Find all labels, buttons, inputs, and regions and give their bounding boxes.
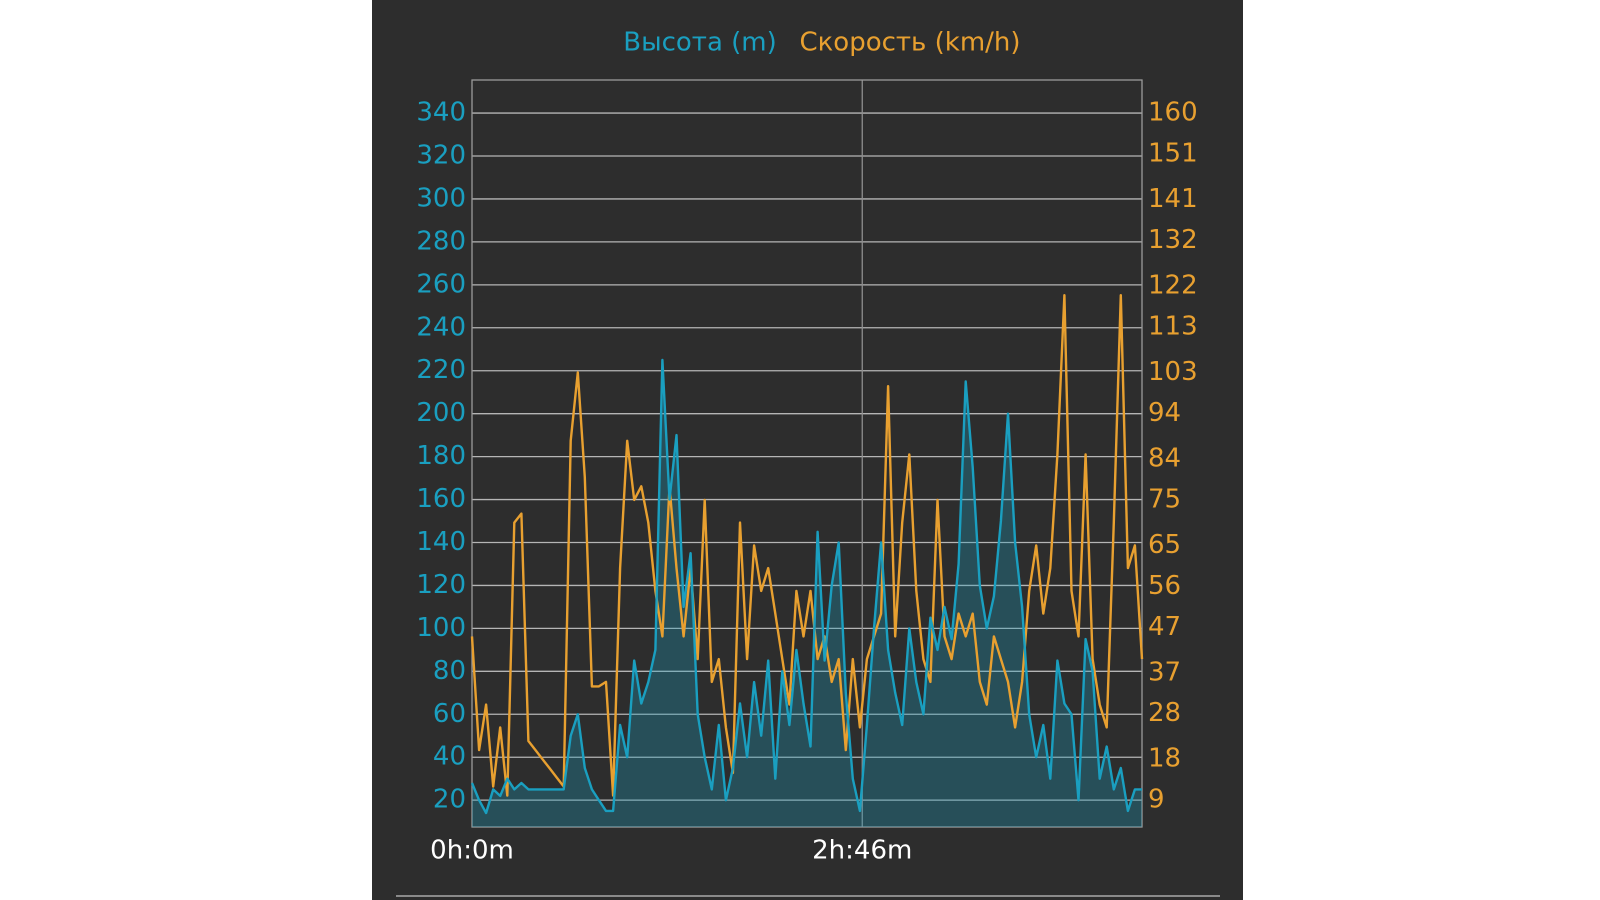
plot-border bbox=[471, 79, 1143, 828]
y-tick-label: 120 bbox=[416, 570, 466, 600]
y-tick-label: 160 bbox=[416, 484, 466, 514]
x-tick-label: 0h:0m bbox=[430, 836, 514, 866]
y2-tick-label: 9 bbox=[1148, 785, 1165, 815]
y2-tick-label: 160 bbox=[1148, 98, 1198, 128]
y-tick-label: 60 bbox=[433, 699, 466, 729]
y-tick-label: 300 bbox=[416, 183, 466, 213]
y-tick-label: 80 bbox=[433, 656, 466, 686]
y2-tick-label: 94 bbox=[1148, 398, 1181, 428]
y2-tick-label: 37 bbox=[1148, 657, 1181, 687]
y2-tick-label: 151 bbox=[1148, 139, 1198, 169]
y2-tick-label: 141 bbox=[1148, 184, 1198, 214]
y-tick-label: 180 bbox=[416, 441, 466, 471]
y-tick-label: 200 bbox=[416, 398, 466, 428]
x-tick-label: 2h:46m bbox=[812, 836, 912, 866]
y2-tick-label: 84 bbox=[1148, 443, 1181, 473]
y-tick-label: 320 bbox=[416, 141, 466, 171]
y-tick-label: 140 bbox=[416, 527, 466, 557]
y-tick-label: 220 bbox=[416, 355, 466, 385]
y-tick-label: 260 bbox=[416, 269, 466, 299]
y-tick-label: 40 bbox=[433, 742, 466, 772]
y-tick-label: 240 bbox=[416, 312, 466, 342]
y2-tick-label: 65 bbox=[1148, 530, 1181, 560]
y-tick-label: 280 bbox=[416, 226, 466, 256]
y-tick-label: 100 bbox=[416, 613, 466, 643]
legend-entry: Скорость (km/h) bbox=[799, 28, 1020, 58]
y2-tick-label: 132 bbox=[1148, 225, 1198, 255]
y2-tick-label: 75 bbox=[1148, 484, 1181, 514]
y2-tick-label: 113 bbox=[1148, 312, 1198, 342]
y2-tick-label: 103 bbox=[1148, 357, 1198, 387]
y-tick-label: 20 bbox=[433, 785, 466, 815]
line bbox=[470, 294, 1144, 797]
y-tick-label: 340 bbox=[416, 98, 466, 128]
y2-tick-label: 18 bbox=[1148, 744, 1181, 774]
legend-entry: Высота (m) bbox=[623, 28, 777, 58]
y2-tick-label: 28 bbox=[1148, 698, 1181, 728]
area bbox=[472, 360, 1142, 827]
y2-tick-label: 122 bbox=[1148, 271, 1198, 301]
y2-tick-label: 56 bbox=[1148, 571, 1181, 601]
line bbox=[470, 358, 1142, 815]
y2-tick-label: 47 bbox=[1148, 612, 1181, 642]
